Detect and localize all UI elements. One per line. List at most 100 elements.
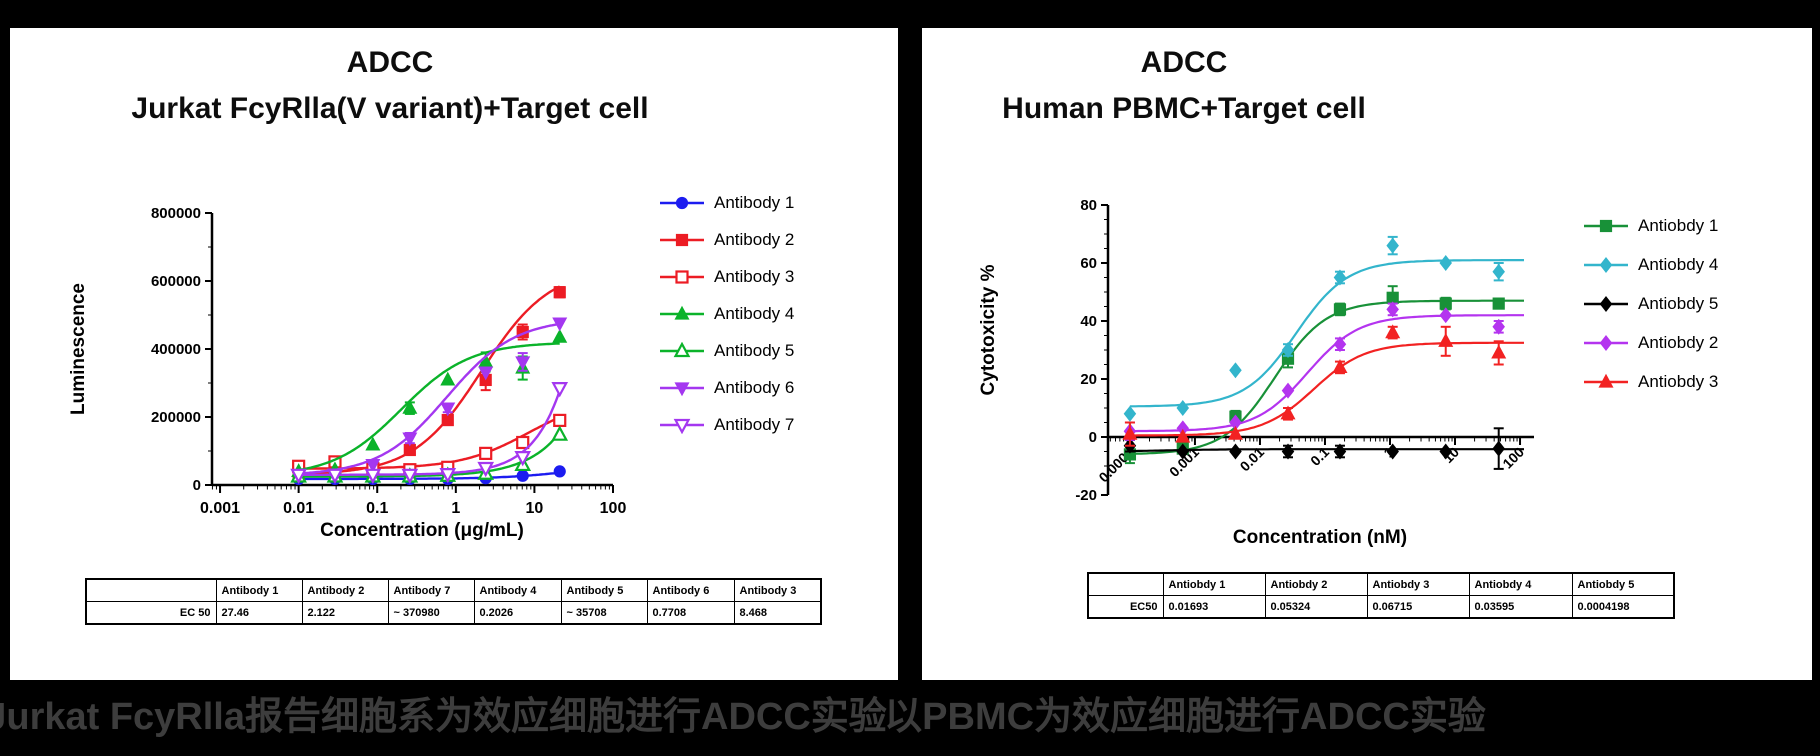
- tick-label: 10: [526, 500, 544, 517]
- axis-titles: Concentration (μg/mL) Luminescence: [68, 283, 524, 541]
- table-value-cell: 0.01693: [1162, 595, 1266, 619]
- right-chart-title: ADCC Human PBMC+Target cell: [1002, 40, 1366, 132]
- fit-curve: [1129, 448, 1524, 453]
- data-point-marker: [1175, 428, 1191, 443]
- legend-marker-icon: [1584, 373, 1628, 388]
- legend-item: Antibody 3: [658, 258, 794, 295]
- legend-label: Antiobdy 4: [1638, 254, 1719, 274]
- data-point-marker: [477, 461, 495, 478]
- tick-label: 0.1: [366, 500, 388, 517]
- data-point-marker: [1332, 359, 1348, 373]
- data-point-marker: [553, 286, 566, 299]
- data-point-marker: [402, 432, 418, 447]
- data-point-marker: [675, 196, 689, 209]
- data-point-marker: [553, 413, 567, 427]
- data-point-marker: [675, 233, 689, 246]
- data-point-marker: [1333, 303, 1347, 316]
- data-point-marker: [1599, 219, 1613, 232]
- legend-item: Antibody 2: [658, 221, 794, 258]
- legend-item: Antiobdy 5: [1582, 284, 1718, 323]
- data-point-marker: [1599, 256, 1613, 273]
- data-point-marker: [1439, 307, 1453, 324]
- tick-label: 1: [451, 500, 460, 517]
- data-point-marker: [1492, 440, 1505, 457]
- data-point-marker: [1281, 443, 1295, 460]
- table-header-cell: Antibody 2: [301, 578, 389, 602]
- legend-label: Antiobdy 2: [1638, 332, 1719, 352]
- left-ec50-table: Antibody 1 Antibody 2 Antibody 7 Antibody 4…: [85, 578, 822, 625]
- axis-titles: Concentration (nM) Cytotoxicity %: [978, 264, 1407, 548]
- legend-marker-icon: [660, 233, 704, 246]
- data-point-marker: [1281, 382, 1295, 399]
- data-point-marker: [516, 469, 529, 482]
- fit-curve: [1129, 258, 1524, 408]
- legend-marker-icon: [1584, 334, 1628, 351]
- right-figure-panel: ADCC Human PBMC+Target cell -20 0 20 40 60 80…: [922, 28, 1812, 680]
- left-chart-legend: Antibody 1 Antibody 2 Antibody 3 Antibody 4…: [658, 184, 794, 443]
- data-point-marker: [674, 305, 690, 320]
- tick-label: 0.01: [283, 500, 314, 517]
- left-caption: 以Jurkat FcyRlla报告细胞系为效应细胞进行ADCC实验: [0, 696, 887, 738]
- data-point-marker: [1386, 443, 1399, 460]
- table-value-cell: 27.46: [215, 601, 303, 625]
- data-point-marker: [553, 465, 566, 478]
- table-header-cell: Antibody 1: [215, 578, 303, 602]
- left-dose-response-chart: 0 200000 400000 600000 800000 0.001 0.01 0.1 1 10…: [68, 205, 627, 541]
- tick-label: 80: [1080, 197, 1097, 214]
- legend-label: Antibody 2: [714, 229, 795, 249]
- data-point-marker: [1598, 373, 1614, 388]
- data-point-marker: [479, 446, 493, 460]
- table-value-cell: ~ 370980: [387, 601, 475, 625]
- right-caption: 以PBMC为效应细胞进行ADCC实验: [884, 696, 1486, 738]
- data-point-marker: [290, 468, 307, 485]
- data-point-marker: [402, 399, 418, 414]
- table-corner-cell: [1087, 572, 1164, 596]
- table-header-cell: Antibody 5: [560, 578, 648, 602]
- series-antiobdy-4: [1123, 235, 1524, 422]
- tick-label: 400000: [151, 341, 201, 358]
- series-antiobdy-3: [1122, 324, 1524, 447]
- data-point-marker: [551, 425, 569, 441]
- tick-label: 800000: [151, 205, 201, 222]
- data-point-marker: [516, 435, 530, 450]
- legend-marker-icon: [1584, 295, 1628, 312]
- y-axis-title: Cytotoxicity %: [978, 264, 999, 395]
- right-ec50-table: Antiobdy 1 Antiobdy 2 Antiobdy 3 Antiobdy 4…: [1087, 572, 1675, 619]
- table-value-cell: ~ 35708: [560, 601, 648, 625]
- table-header-cell: Antiobdy 3: [1366, 572, 1470, 596]
- data-point-marker: [673, 418, 691, 434]
- data-point-marker: [552, 328, 568, 343]
- table-header-cell: Antibody 3: [733, 578, 822, 602]
- table-value-cell: 0.06715: [1366, 595, 1470, 619]
- fit-curve: [1129, 341, 1524, 437]
- axes: 0 200000 400000 600000 800000 0.001 0.01 0.1 1 10…: [151, 205, 627, 517]
- table-value-cell: 0.0004198: [1571, 595, 1675, 619]
- legend-item: Antibody 5: [658, 332, 794, 369]
- data-point-marker: [1229, 362, 1242, 379]
- data-point-marker: [1333, 336, 1347, 353]
- data-point-marker: [1492, 297, 1505, 310]
- table-header-cell: Antiobdy 4: [1468, 572, 1573, 596]
- table-header-cell: Antibody 7: [387, 578, 475, 602]
- data-point-marker: [1386, 301, 1399, 318]
- data-point-marker: [1333, 269, 1347, 286]
- tick-label: 0: [193, 477, 201, 494]
- legend-marker-icon: [660, 418, 704, 434]
- data-point-marker: [478, 366, 494, 381]
- legend-item: Antiobdy 4: [1582, 245, 1718, 284]
- right-chart-legend: Antiobdy 1 Antiobdy 4 Antiobdy 5 Antiobdy 2…: [1582, 206, 1718, 401]
- legend-marker-icon: [660, 341, 704, 357]
- table-row-label: EC 50: [85, 601, 217, 625]
- fit-curve: [1129, 314, 1524, 433]
- tick-label: -20: [1075, 487, 1097, 504]
- tick-label: 600000: [151, 273, 201, 290]
- legend-label: Antiobdy 3: [1638, 371, 1719, 391]
- data-point-marker: [1386, 237, 1399, 254]
- table-value-cell: 8.468: [733, 601, 822, 625]
- data-point-marker: [326, 468, 344, 485]
- data-point-marker: [1333, 443, 1347, 460]
- series-antibody-7: [290, 382, 569, 485]
- data-point-marker: [1176, 443, 1190, 460]
- legend-marker-icon: [660, 269, 704, 284]
- right-title-line2: Human PBMC+Target cell: [1002, 92, 1366, 125]
